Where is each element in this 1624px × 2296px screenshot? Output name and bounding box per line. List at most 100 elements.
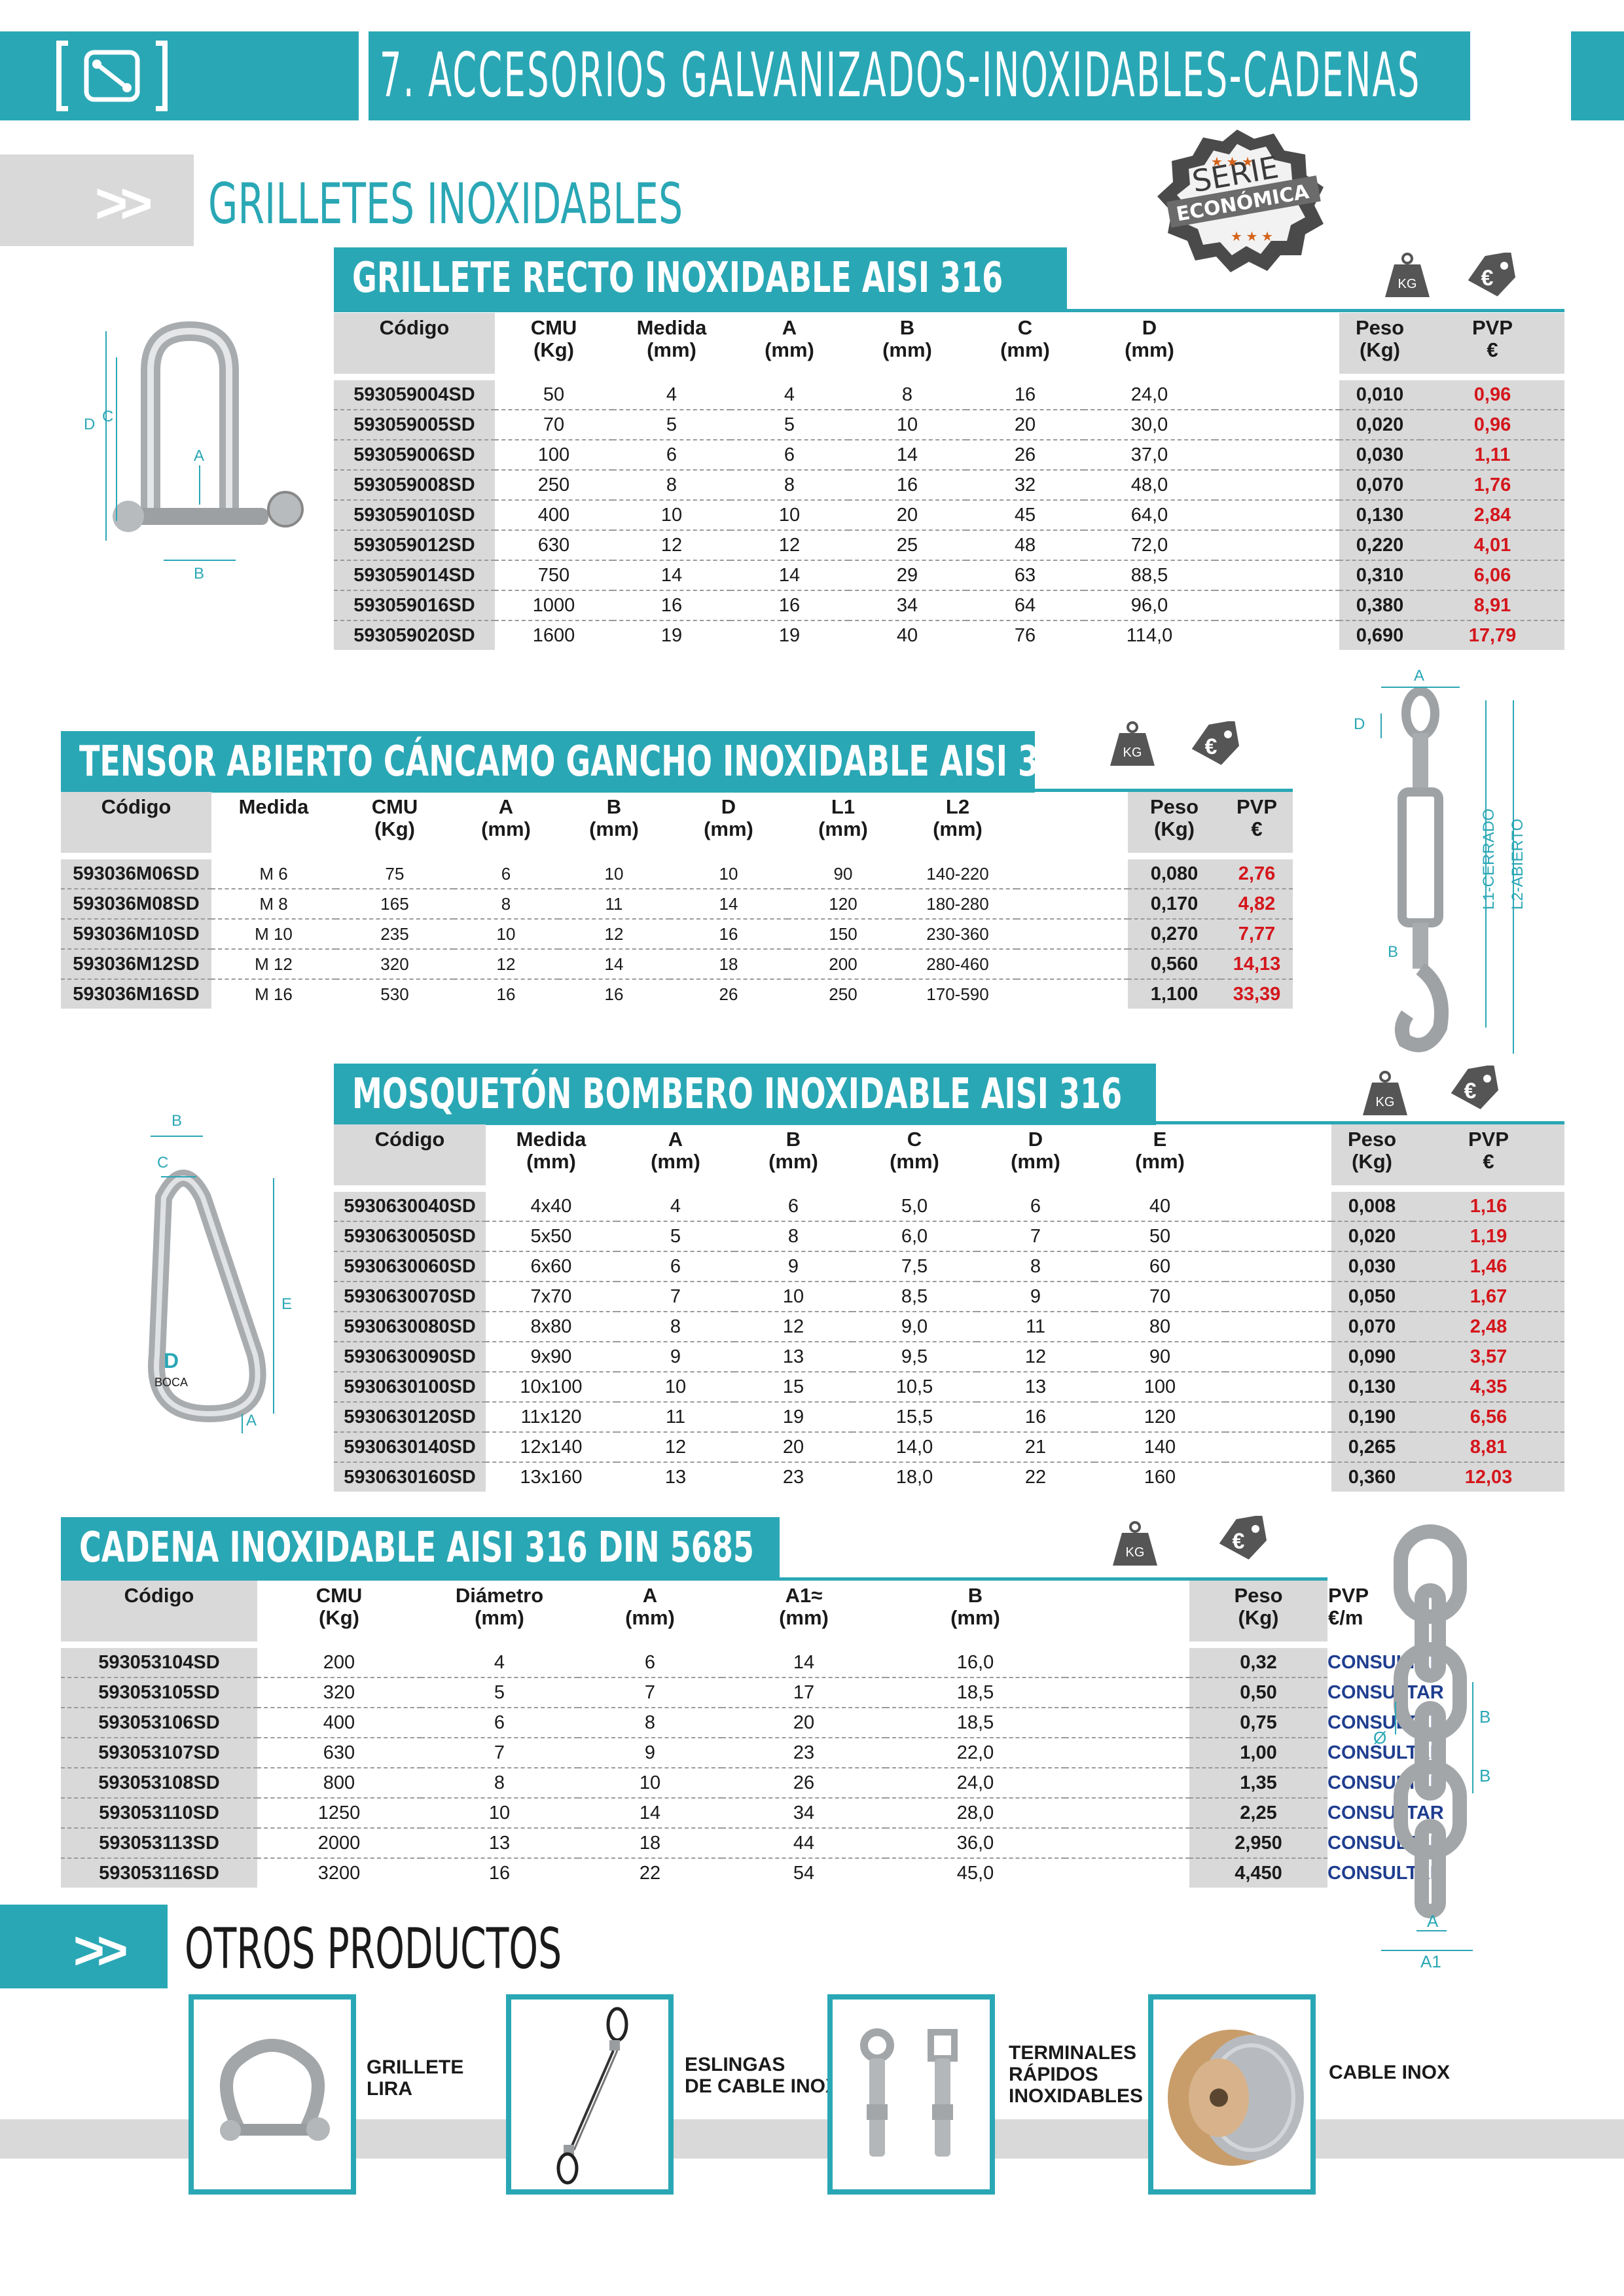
table-cell: 45,0 [886,1857,1065,1888]
gap-cell [1215,439,1339,470]
header-line-2: (mm) [625,1606,675,1629]
table-cell: 50 [543,384,565,405]
table-cell: 5 [421,1677,578,1708]
table-cell: 6,06 [1420,560,1564,590]
table-cell: 10x100 [486,1371,617,1402]
tensor-table: Código Medida CMU (Kg) A (mm) B (mm) D (mm) L1 (mm)… [61,792,1293,1009]
mosqueton-image: B C E D BOCA A [92,1106,314,1446]
table-cell: 593053116SD [61,1857,257,1888]
table-cell: 75 [385,863,405,884]
header-line-2: (Kg) [1154,817,1195,840]
mosqueton-header-cell: A (mm) [617,1124,734,1185]
table-cell: 16 [421,1857,578,1888]
table-cell: 8 [421,1767,578,1798]
table-cell: 0,010 [1339,380,1420,410]
table-cell: 10 [719,863,738,884]
table-cell: 13 [977,1371,1094,1402]
table-cell: 4,450 [1189,1857,1327,1888]
table-cell: 10 [454,918,558,949]
product-grillete-lira[interactable] [189,1994,356,2195]
table-cell: 6 [787,1195,799,1217]
header-line-2: (mm) [1000,338,1050,361]
table-cell: 36,0 [886,1827,1065,1858]
grillete-header-cell: CMU (Kg) [495,313,613,374]
table-row: 593059005SD 70 5 5 10 20 30,0 0,020 0,96 [334,409,1564,440]
table-cell: 5930630080SD [334,1311,486,1342]
header-line-1: B [606,795,622,818]
table-cell: 15 [734,1371,852,1402]
table-cell: 7 [617,1281,734,1312]
table-cell: 530 [336,978,454,1009]
table-cell: 44 [722,1827,886,1858]
table-cell: 5930630160SD [334,1462,486,1492]
header-line-1: CMU [371,795,418,818]
gap-cell [1225,1281,1331,1312]
table-cell: 5930630090SD [334,1341,486,1372]
grillete-recto-image: D C A B [79,318,327,583]
svg-text:D: D [164,1349,179,1372]
header-line-1: Código [379,316,450,339]
table-cell: 6,56 [1413,1401,1564,1432]
table-cell: 4x40 [530,1195,572,1217]
table-cell: 165 [336,888,454,919]
mosqueton-header-cell: PVP € [1413,1124,1564,1185]
table-cell: 63 [966,560,1084,590]
svg-text:B: B [194,565,204,580]
table-cell: M 6 [259,863,288,884]
header-line-1: D [1142,316,1157,339]
table-cell: 14,13 [1221,948,1293,979]
table-cell: 14 [793,1651,815,1673]
table-cell: 3200 [257,1857,421,1888]
cadena-table: Código CMU (Kg) Diámetro (mm) A (mm) A1≈ (mm) B (m… [61,1581,1444,1888]
table-cell: 8x80 [486,1311,617,1342]
table-cell: 0,32 [1189,1648,1327,1677]
svg-text:KG: KG [1398,277,1417,291]
svg-text:KG: KG [1123,745,1142,760]
table-cell: 12 [613,529,731,560]
table-cell: 593053113SD [61,1827,257,1858]
table-cell: 12 [731,529,848,560]
svg-text:€: € [1481,266,1494,291]
table-cell: 64,0 [1084,499,1215,530]
table-cell: 140-220 [926,863,989,884]
table-cell: 10 [578,1767,722,1798]
header-line-1: Peso [1234,1584,1283,1607]
tensor-rule [61,789,1293,792]
product-terminales[interactable] [827,1994,995,2195]
table-cell: 13 [617,1462,734,1492]
product-eslingas[interactable] [506,1994,674,2195]
table-cell: 30,0 [1084,409,1215,440]
table-row: 593059016SD 1000 16 16 34 64 96,0 0,380 8,91 [334,590,1564,620]
header-line-1: PVP [1471,316,1513,339]
table-cell: 593059012SD [334,529,495,560]
mosqueton-header-cell: Código [334,1124,486,1185]
table-cell: 114,0 [1084,620,1215,650]
header-line-2: (Kg) [1352,1150,1392,1173]
table-cell: 0,080 [1128,859,1221,889]
cadena-title: CADENA INOXIDABLE AISI 316 DIN 5685 [61,1517,780,1579]
table-cell: 6 [731,439,848,470]
table-cell: 13 [421,1827,578,1858]
svg-text:D: D [1354,715,1365,733]
grillete-header-cell: Peso (Kg) [1339,313,1420,374]
table-row: 593059020SD 1600 19 19 40 76 114,0 0,690 17,79 [334,620,1564,650]
gap-cell [1017,978,1128,1009]
table-cell: 5930630100SD [334,1371,486,1402]
product-cable-inox[interactable] [1148,1994,1316,2195]
table-cell: 14 [558,948,670,979]
table-cell: 0,090 [1331,1341,1413,1372]
header-line-1: Diámetro [455,1584,544,1607]
table-cell: 14 [731,560,848,590]
table-cell: 6 [617,1251,734,1282]
table-cell: 18,5 [886,1677,1065,1708]
table-cell: 0,130 [1331,1371,1413,1402]
header-line-2: (mm) [526,1150,576,1173]
gap-cell [1017,859,1128,889]
table-cell: M 12 [211,948,336,979]
gap-cell [1225,1192,1331,1221]
table-cell: 1000 [495,590,613,620]
table-row: 593036M12SD M 12 320 12 14 18 200 280-460 0,560 1… [61,948,1293,979]
table-cell: 180-280 [899,888,1017,919]
table-cell: 0,220 [1339,529,1420,560]
table-cell: 16 [731,590,848,620]
